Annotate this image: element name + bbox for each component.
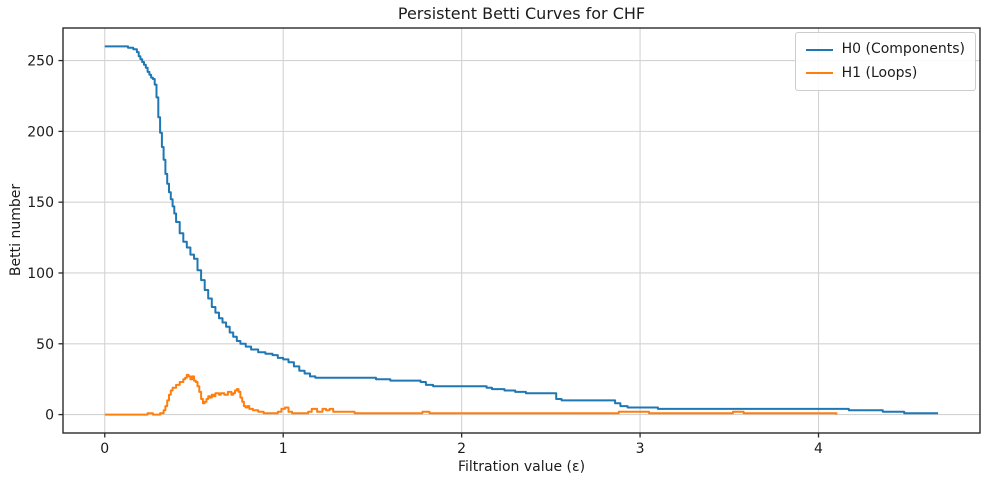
- y-tick-label: 50: [36, 337, 54, 353]
- x-tick-label: 3: [636, 441, 645, 457]
- legend-item-h1: H1 (Loops): [805, 64, 965, 83]
- chart-title: Persistent Betti Curves for CHF: [397, 4, 646, 23]
- y-tick-label: 250: [27, 54, 54, 70]
- legend-line-swatch-h1: [805, 72, 833, 75]
- x-axis-label: Filtration value (ε): [457, 459, 586, 475]
- legend: H0 (Components) H1 (Loops): [794, 32, 976, 91]
- x-tick-label: 4: [814, 441, 823, 457]
- h1-curve: [104, 373, 838, 416]
- axes-spines: [62, 27, 981, 434]
- legend-line-swatch-h0: [805, 48, 833, 51]
- y-tick-label: 200: [27, 124, 54, 140]
- legend-label-h0: H0 (Components): [841, 41, 965, 57]
- x-tick-label: 2: [457, 441, 466, 457]
- x-tick-label: 0: [100, 441, 109, 457]
- x-tick-label: 1: [279, 441, 288, 457]
- y-tick-label: 100: [27, 266, 54, 282]
- legend-item-h0: H0 (Components): [805, 41, 965, 59]
- h0-curve: [104, 45, 939, 415]
- y-tick-label: 0: [45, 408, 54, 424]
- y-tick-label: 150: [27, 195, 54, 211]
- legend-label-h1: H1 (Loops): [841, 64, 918, 81]
